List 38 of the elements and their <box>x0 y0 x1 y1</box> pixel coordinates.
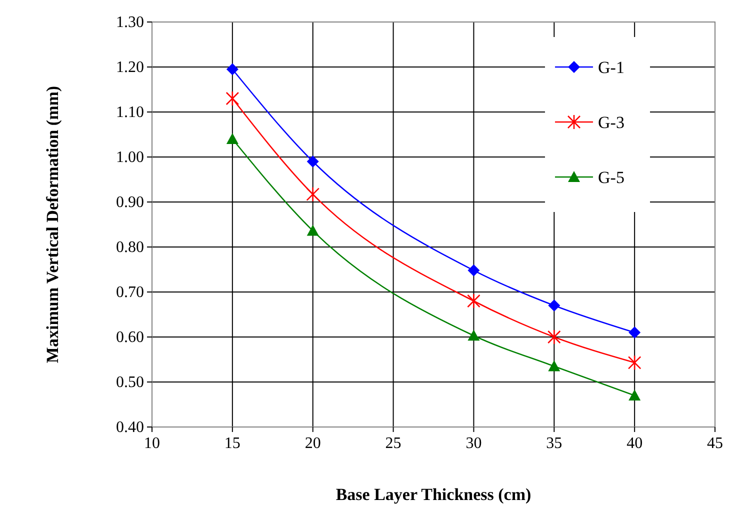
x-tick-label: 30 <box>466 435 482 452</box>
point <box>468 264 480 276</box>
point <box>306 186 320 202</box>
x-tick-label: 35 <box>546 435 562 452</box>
point <box>306 224 319 236</box>
x-tick-label: 40 <box>626 435 643 452</box>
y-tick-label: 0.40 <box>116 419 144 436</box>
point <box>226 90 240 106</box>
x-tick-label: 45 <box>707 435 723 452</box>
x-tick-label: 25 <box>385 435 402 452</box>
point <box>226 63 238 76</box>
point <box>628 355 642 370</box>
y-axis-title: Maximum Vertical Deformation (mm) <box>43 86 62 364</box>
point <box>547 329 561 345</box>
y-tick-label: 0.60 <box>116 329 144 346</box>
point <box>468 330 480 341</box>
y-tick-label: 1.00 <box>116 149 144 166</box>
point <box>548 360 560 372</box>
point <box>306 156 319 168</box>
point <box>628 390 641 400</box>
y-tick-label: 0.70 <box>116 284 144 301</box>
x-tick-label: 10 <box>144 435 160 452</box>
x-tick-label: 15 <box>224 435 240 452</box>
legend-label: G-5 <box>598 168 624 187</box>
y-tick-label: 1.20 <box>116 59 144 76</box>
y-tick-label: 1.10 <box>116 104 144 121</box>
y-tick-label: 0.90 <box>116 194 144 211</box>
x-tick-label: 20 <box>304 435 321 452</box>
point <box>628 326 641 338</box>
point <box>548 300 560 312</box>
x-axis-title: Base Layer Thickness (cm) <box>336 485 532 504</box>
y-tick-label: 1.30 <box>116 14 144 31</box>
point <box>467 293 480 309</box>
y-tick-label: 0.50 <box>116 374 144 391</box>
legend-label: G-3 <box>598 113 624 132</box>
y-tick-label: 0.80 <box>116 239 144 256</box>
legend-label: G-1 <box>598 58 624 77</box>
point <box>226 133 238 144</box>
